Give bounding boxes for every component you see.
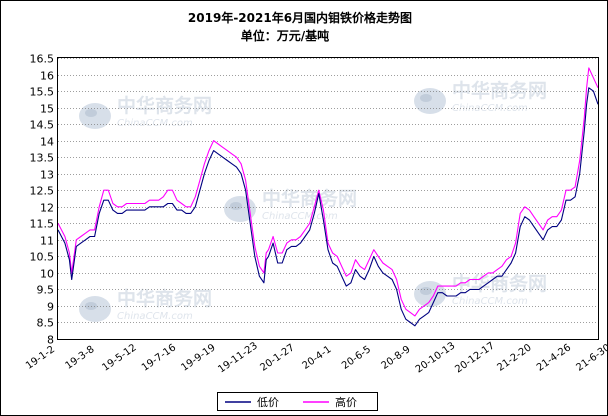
legend-label: 高价	[335, 395, 357, 409]
globe-icon	[414, 281, 446, 307]
chart-title: 2019年-2021年6月国内钼铁价格走势图	[188, 10, 412, 25]
y-tick-label: 11	[40, 235, 54, 248]
legend-box	[217, 392, 378, 411]
plot-area-frame	[57, 57, 599, 340]
globe-continent	[85, 109, 97, 117]
y-tick-label: 12.5	[30, 185, 55, 198]
y-tick-label: 10.5	[30, 251, 55, 264]
globe-icon	[79, 103, 111, 129]
y-tick-label: 12	[40, 202, 54, 215]
globe-continent	[420, 287, 432, 295]
y-tick-label: 14	[40, 136, 54, 149]
watermark-subtext: ChinaCCM.com	[452, 296, 528, 307]
series-line-high	[57, 67, 599, 317]
watermark-subtext: ChinaCCM.com	[452, 103, 528, 114]
y-tick-label: 9.5	[37, 284, 55, 297]
globe-continent	[420, 94, 432, 102]
y-tick-label: 8	[47, 334, 54, 347]
y-axis: 8 8.5 9 9.5 10 10.5 11 11.5 12 12.5 13 13.5 14 14.5 15…	[30, 53, 55, 347]
y-tick-label: 10	[40, 268, 54, 281]
legend-entry: 高价	[303, 395, 357, 409]
watermark-text: 中华商务网	[117, 287, 212, 310]
globe-icon	[224, 196, 256, 222]
series-layer	[57, 67, 599, 327]
series-line-low	[57, 87, 599, 327]
watermark-text: 中华商务网	[262, 187, 357, 210]
y-tick-label: 16.5	[30, 53, 55, 66]
legend-entry: 低价	[225, 396, 279, 409]
chart-subtitle: 单位：万元/基吨	[241, 28, 329, 43]
globe-icon	[79, 296, 111, 322]
legend: 低价 高价	[217, 392, 378, 411]
watermark-subtext: ChinaCCM.com	[262, 211, 338, 222]
y-tick-label: 14.5	[30, 119, 55, 132]
grid-lines	[58, 58, 598, 340]
y-tick-label: 9	[47, 301, 54, 314]
watermark-subtext: ChinaCCM.com	[117, 311, 193, 322]
globe-icon	[414, 88, 446, 114]
watermark-subtext: ChinaCCM.com	[117, 118, 193, 129]
globe-continent	[85, 302, 97, 310]
y-tick-label: 15.5	[30, 86, 55, 99]
y-tick-label: 15	[40, 103, 54, 116]
y-tick-label: 11.5	[30, 218, 55, 231]
y-tick-label: 13.5	[30, 152, 55, 165]
y-tick-label: 16	[40, 70, 54, 83]
globe-continent	[230, 202, 242, 210]
watermark-text: 中华商务网	[452, 79, 547, 102]
legend-label: 低价	[257, 396, 279, 409]
y-tick-label: 13	[40, 169, 54, 182]
watermark-text: 中华商务网	[117, 94, 212, 117]
y-tick-label: 8.5	[37, 317, 55, 330]
